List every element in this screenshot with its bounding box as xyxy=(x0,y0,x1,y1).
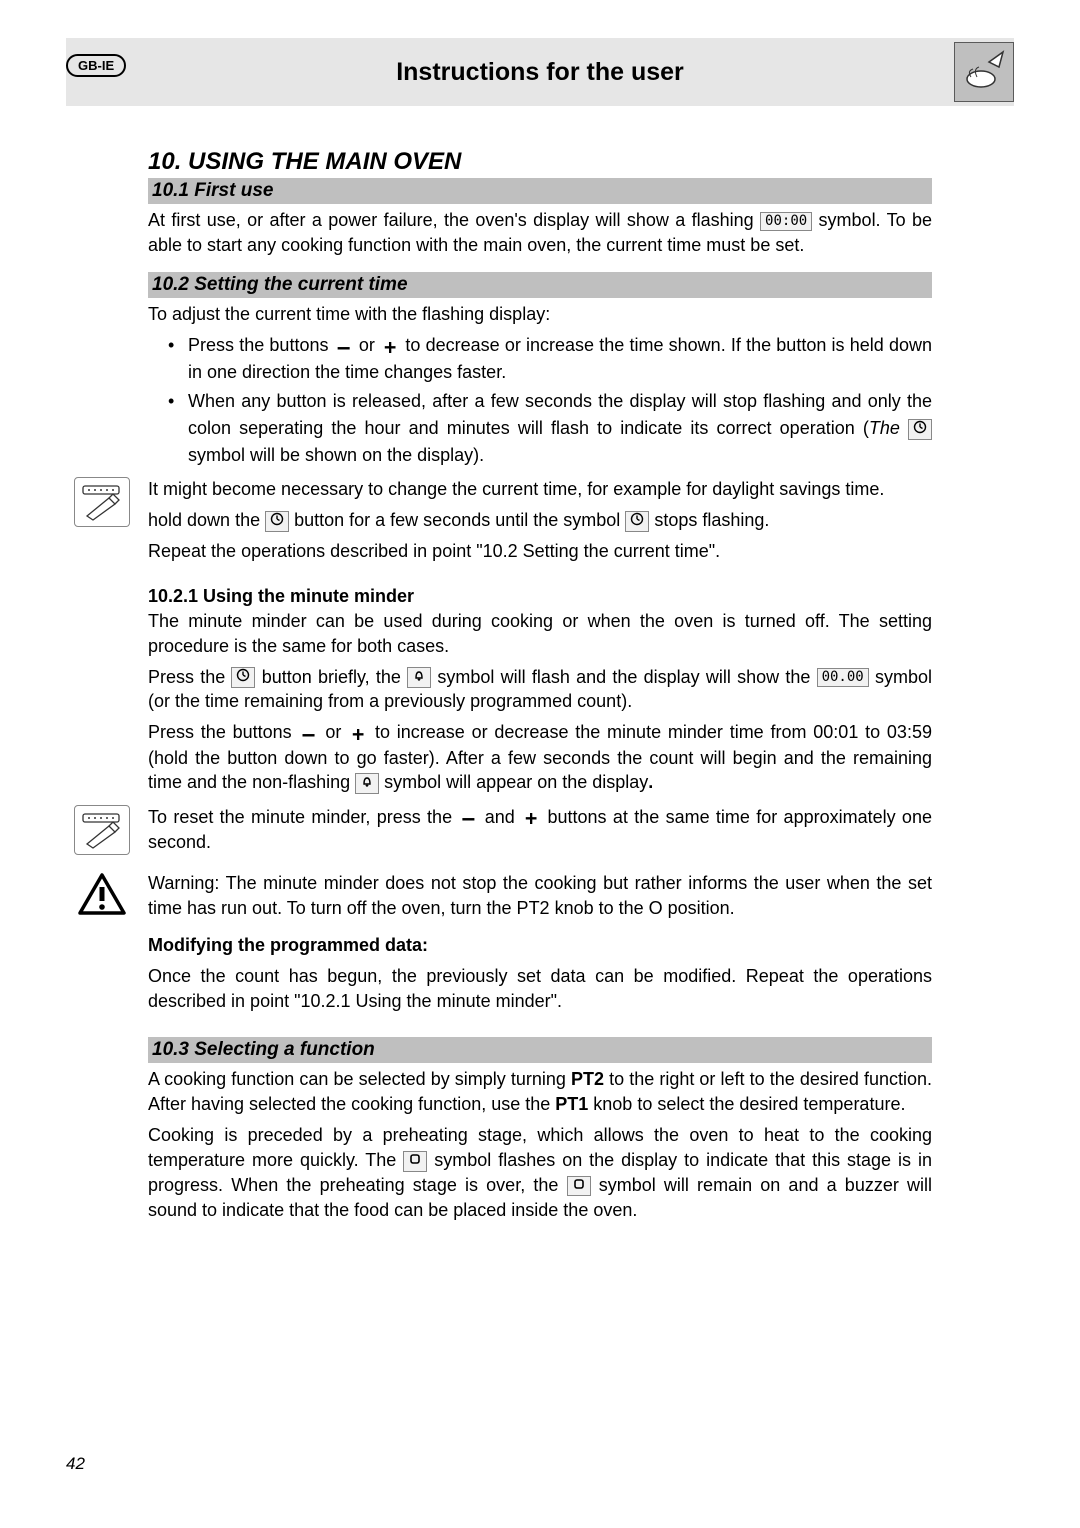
header-title: Instructions for the user xyxy=(396,58,684,87)
text: When any button is released, after a few… xyxy=(188,391,932,438)
heading-10-1: 10.1 First use xyxy=(148,178,932,204)
heading-10-3: 10.3 Selecting a function xyxy=(148,1037,932,1063)
text: stops flashing. xyxy=(654,510,769,530)
preheat-icon xyxy=(403,1151,427,1172)
para-10-2-intro: To adjust the current time with the flas… xyxy=(148,302,932,327)
note-text: To reset the minute minder, press the — … xyxy=(148,805,932,855)
bullet-list-10-2: Press the buttons — or + to decrease or … xyxy=(148,332,932,469)
plus-icon: + xyxy=(348,722,368,746)
text: Modifying the programmed data: xyxy=(148,935,428,955)
warning-block: Warning: The minute minder does not stop… xyxy=(148,871,932,921)
para: Cooking is preceded by a preheating stag… xyxy=(148,1123,932,1222)
warning-text: Warning: The minute minder does not stop… xyxy=(148,871,932,921)
preheat-icon xyxy=(567,1176,591,1197)
text: button briefly, the xyxy=(262,667,407,687)
text: Press the buttons xyxy=(148,722,298,742)
text: button for a few seconds until the symbo… xyxy=(294,510,625,530)
bell-icon xyxy=(407,667,431,688)
region-badge: GB-IE xyxy=(66,54,126,77)
cooking-icon xyxy=(954,42,1014,102)
minus-icon: — xyxy=(458,806,478,830)
header-bar: Instructions for the user xyxy=(66,38,1014,106)
para: A cooking function can be selected by si… xyxy=(148,1067,932,1117)
text: symbol will appear on the display xyxy=(384,772,648,792)
note-text: hold down the button for a few seconds u… xyxy=(148,508,932,533)
note-text: Repeat the operations described in point… xyxy=(148,539,932,564)
para: The minute minder can be used during coo… xyxy=(148,609,932,659)
text: At first use, or after a power failure, … xyxy=(148,210,760,230)
text: or xyxy=(359,335,380,355)
para: Press the buttons — or + to increase or … xyxy=(148,720,932,795)
note-block-daylight: It might become necessary to change the … xyxy=(148,477,932,563)
para: Press the button briefly, the symbol wil… xyxy=(148,665,932,715)
page-content: 10. USING THE MAIN OVEN 10.1 First use A… xyxy=(148,130,932,1228)
warning-icon xyxy=(74,869,130,919)
hand-note-icon xyxy=(74,805,130,855)
text: and xyxy=(485,807,521,827)
text-italic: The xyxy=(869,418,908,438)
minus-icon: — xyxy=(298,722,318,746)
text: A cooking function can be selected by si… xyxy=(148,1069,571,1089)
knob-pt2: PT2 xyxy=(571,1069,604,1089)
bullet-item: When any button is released, after a few… xyxy=(170,388,932,469)
text: Press the buttons xyxy=(188,335,334,355)
display-0000-icon: 00.00 xyxy=(817,668,869,687)
mod-para: Once the count has begun, the previously… xyxy=(148,964,932,1014)
plus-icon: + xyxy=(521,806,541,830)
clock-icon xyxy=(231,667,255,688)
mod-heading: Modifying the programmed data: xyxy=(148,933,932,958)
period: . xyxy=(648,772,653,792)
knob-pt1: PT1 xyxy=(555,1094,588,1114)
clock-icon xyxy=(625,511,649,532)
text: To reset the minute minder, press the xyxy=(148,807,458,827)
text: Press the xyxy=(148,667,231,687)
para-10-1: At first use, or after a power failure, … xyxy=(148,208,932,258)
clock-icon xyxy=(265,511,289,532)
text: knob to select the desired temperature. xyxy=(588,1094,905,1114)
heading-10-2-1: 10.2.1 Using the minute minder xyxy=(148,586,932,607)
main-heading: 10. USING THE MAIN OVEN xyxy=(148,148,932,176)
page-number: 42 xyxy=(66,1454,85,1474)
bell-icon xyxy=(355,773,379,794)
text: symbol will be shown on the display). xyxy=(188,445,484,465)
minus-icon: — xyxy=(334,335,354,359)
note-block-reset: To reset the minute minder, press the — … xyxy=(148,805,932,855)
text: hold down the xyxy=(148,510,265,530)
text: or xyxy=(325,722,348,742)
clock-icon xyxy=(908,419,932,440)
display-0000-icon: 00:00 xyxy=(760,212,812,231)
text: symbol will flash and the display will s… xyxy=(437,667,816,687)
plus-icon: + xyxy=(380,335,400,359)
heading-10-2: 10.2 Setting the current time xyxy=(148,272,932,298)
note-text: It might become necessary to change the … xyxy=(148,477,932,502)
hand-note-icon xyxy=(74,477,130,527)
bullet-item: Press the buttons — or + to decrease or … xyxy=(170,332,932,386)
